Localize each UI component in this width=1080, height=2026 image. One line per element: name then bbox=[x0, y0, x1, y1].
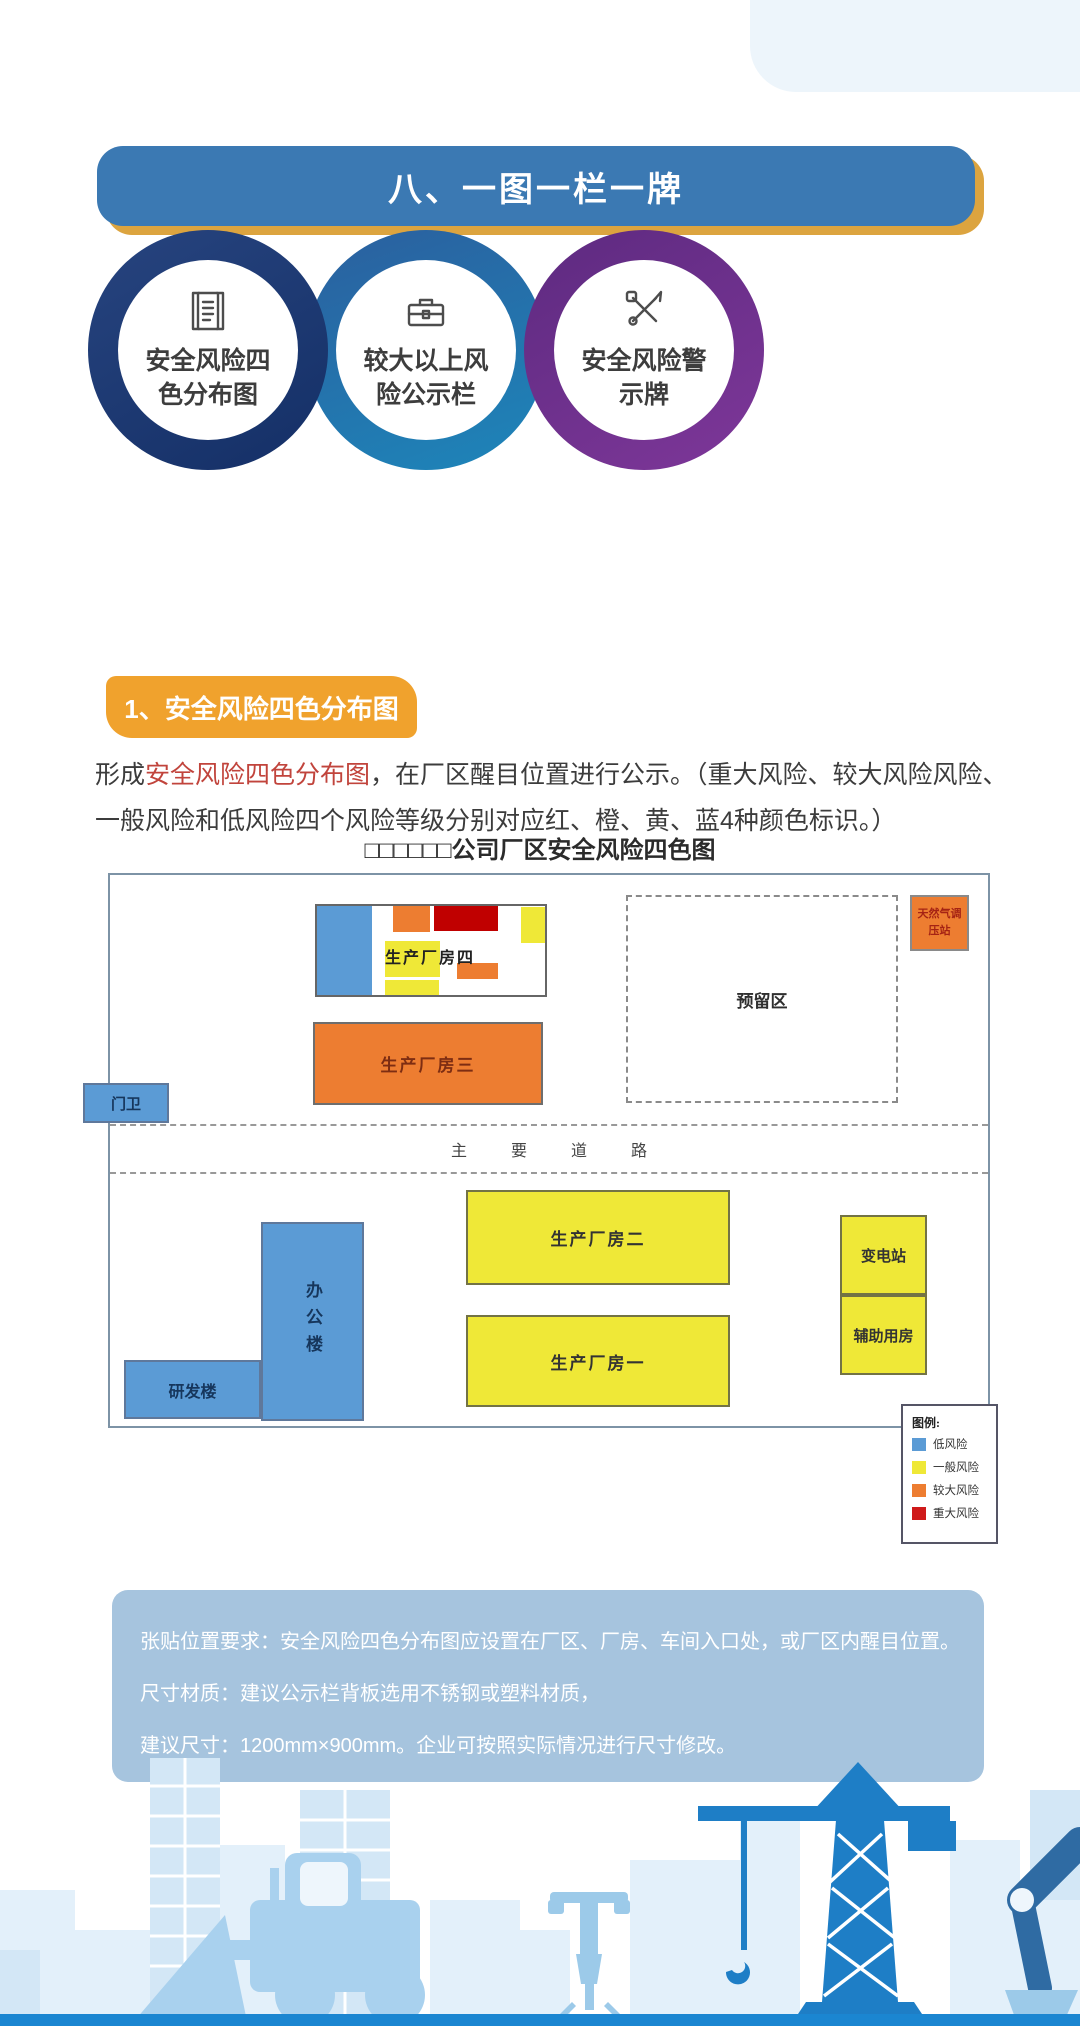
note-line-size: 建议尺寸：1200mm×900mm。企业可按照实际情况进行尺寸修改。 bbox=[140, 1735, 737, 1757]
feature-circle-warning-sign: 安全风险警示牌 bbox=[524, 230, 764, 470]
construction-decor bbox=[0, 1758, 1080, 2026]
legend-swatch-general bbox=[912, 1460, 926, 1474]
legend-label-major: 重大风险 bbox=[933, 1508, 979, 1520]
risk-map: 生产厂房四 预留区 天然气调压站 生产厂房三 门卫 主要道路 办公楼 研发楼 生… bbox=[83, 873, 998, 1544]
intro-highlight: 安全风险四色分布图 bbox=[145, 761, 371, 789]
map-legend: 图例: 低风险 一般风险 较大风险 重大风险 bbox=[901, 1404, 998, 1544]
toolbox-icon bbox=[407, 298, 445, 327]
building-rnd: 研发楼 bbox=[124, 1360, 261, 1419]
top-right-decor bbox=[750, 0, 1080, 92]
building-plant1-label: 生产厂房一 bbox=[550, 1353, 646, 1373]
building-plant2-label: 生产厂房二 bbox=[550, 1230, 646, 1249]
intro-prefix: 形成 bbox=[95, 761, 146, 789]
section-badge: 1、安全风险四色分布图 bbox=[106, 676, 417, 738]
legend-label-general: 一般风险 bbox=[933, 1462, 979, 1474]
building-auxiliary-label: 辅助用房 bbox=[853, 1328, 914, 1345]
legend-item-major: 重大风险 bbox=[912, 1505, 996, 1521]
building-gate: 门卫 bbox=[83, 1083, 169, 1123]
building-substation: 变电站 bbox=[840, 1215, 927, 1295]
feature-circle-risk-board: 较大以上风险公示栏 bbox=[306, 230, 546, 470]
building-office: 办公楼 bbox=[261, 1222, 364, 1421]
map-title: □□□□□□公司厂区安全风险四色图 bbox=[364, 837, 716, 864]
plant4-zone-general-a bbox=[521, 907, 545, 943]
legend-label-elevated: 较大风险 bbox=[933, 1485, 979, 1497]
building-plant3: 生产厂房三 bbox=[313, 1022, 543, 1105]
building-plant1: 生产厂房一 bbox=[466, 1315, 730, 1407]
reserved-area: 预留区 bbox=[626, 895, 898, 1103]
plant4-zone-elevated-b bbox=[457, 963, 498, 979]
building-gate-label: 门卫 bbox=[110, 1096, 141, 1113]
bulldozer-window bbox=[300, 1862, 348, 1906]
building-rnd-label: 研发楼 bbox=[168, 1383, 217, 1401]
intro-suffix: ，在厂区醒目位置进行公示。（重大风险、较大风险风险、一般风险和低风险四个风险等级… bbox=[95, 761, 1008, 835]
section-banner: 八、一图一栏一牌 bbox=[97, 146, 975, 226]
note-line-position: 张贴位置要求：安全风险四色分布图应设置在厂区、厂房、车间入口处，或厂区内醒目位置… bbox=[140, 1631, 960, 1653]
building-gas-station: 天然气调压站 bbox=[910, 895, 969, 951]
building-office-label: 办公楼 bbox=[303, 1281, 322, 1362]
plant4-zone-low bbox=[317, 906, 372, 995]
feature-circle-four-color-map: 安全风险四色分布图 bbox=[88, 230, 328, 470]
building-substation-label: 变电站 bbox=[860, 1248, 906, 1265]
robot-arm bbox=[1005, 1827, 1080, 2026]
legend-label-low: 低风险 bbox=[933, 1439, 968, 1451]
legend-item-general: 一般风险 bbox=[912, 1459, 996, 1475]
feature-inner: 安全风险警示牌 bbox=[554, 260, 734, 440]
legend-item-elevated: 较大风险 bbox=[912, 1482, 996, 1498]
building-plant4-label: 生产厂房四 bbox=[385, 950, 476, 967]
legend-swatch-elevated bbox=[912, 1483, 926, 1497]
note-line-material: 尺寸材质：建议公示栏背板选用不锈钢或塑料材质， bbox=[140, 1683, 600, 1705]
plant4-zone-general-b bbox=[385, 941, 440, 977]
building-auxiliary: 辅助用房 bbox=[840, 1295, 927, 1375]
clipboard-icon bbox=[191, 291, 225, 331]
feature-inner: 安全风险四色分布图 bbox=[118, 260, 298, 440]
intro-paragraph: 形成安全风险四色分布图，在厂区醒目位置进行公示。（重大风险、较大风险风险、一般风… bbox=[95, 752, 1030, 844]
feature-inner: 较大以上风险公示栏 bbox=[336, 260, 516, 440]
plant4-zone-general-c bbox=[385, 980, 439, 995]
legend-title: 图例: bbox=[912, 1416, 940, 1430]
reserved-area-label: 预留区 bbox=[736, 991, 788, 1011]
posting-notes: 张贴位置要求：安全风险四色分布图应设置在厂区、厂房、车间入口处，或厂区内醒目位置… bbox=[112, 1590, 984, 1782]
bottom-bar bbox=[0, 2014, 1080, 2026]
legend-swatch-low bbox=[912, 1437, 926, 1451]
main-road-label: 主要道路 bbox=[450, 1143, 691, 1160]
plant4-zone-major bbox=[434, 906, 498, 931]
plant4-zone-elevated bbox=[393, 906, 430, 932]
feature-label: 安全风险警示牌 bbox=[581, 347, 707, 409]
legend-item-low: 低风险 bbox=[912, 1436, 996, 1452]
jackhammer-silhouette bbox=[548, 1892, 630, 2018]
tools-icon bbox=[625, 290, 663, 326]
building-plant3-label: 生产厂房三 bbox=[380, 1056, 476, 1075]
building-plant2: 生产厂房二 bbox=[466, 1190, 730, 1285]
legend-swatch-major bbox=[912, 1506, 926, 1520]
banner-title: 八、一图一栏一牌 bbox=[388, 170, 684, 209]
feature-label: 较大以上风险公示栏 bbox=[363, 347, 489, 409]
building-plant4: 生产厂房四 bbox=[315, 904, 547, 997]
section-badge-label: 1、安全风险四色分布图 bbox=[124, 693, 399, 724]
crane-lattice bbox=[822, 1832, 900, 1998]
main-road: 主要道路 bbox=[110, 1124, 988, 1174]
gas-station-label: 天然气调压站 bbox=[917, 908, 962, 937]
feature-label: 安全风险四色分布图 bbox=[145, 347, 271, 409]
